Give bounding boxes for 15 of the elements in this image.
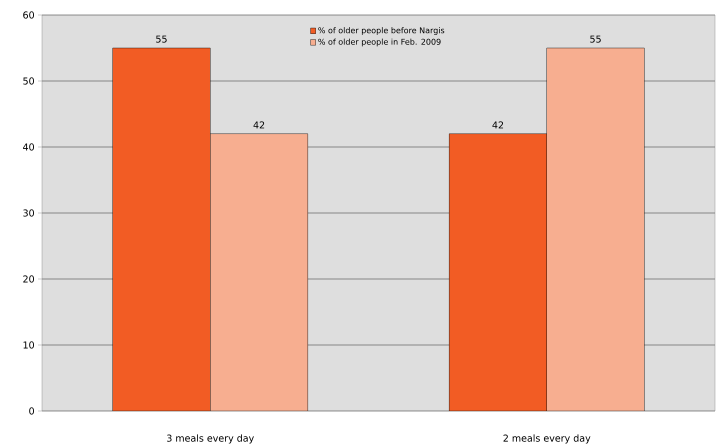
legend-label: % of older people in Feb. 2009 bbox=[318, 38, 441, 46]
x-tick-label: 2 meals every day bbox=[503, 434, 590, 444]
y-tick-label: 40 bbox=[23, 143, 34, 151]
x-tick-label: 3 meals every day bbox=[167, 434, 254, 444]
legend-label: % of older people before Nargis bbox=[318, 27, 444, 35]
y-tick-label: 60 bbox=[23, 11, 34, 19]
y-tick-label: 20 bbox=[23, 275, 34, 283]
y-tick-label: 50 bbox=[23, 77, 34, 85]
y-tick-label: 10 bbox=[24, 341, 34, 349]
data-label: 42 bbox=[492, 121, 504, 128]
data-label: 55 bbox=[590, 36, 601, 43]
data-label: 42 bbox=[253, 121, 264, 128]
y-tick-label: 30 bbox=[23, 209, 34, 217]
data-label: 55 bbox=[156, 36, 167, 43]
y-tick-label: 0 bbox=[29, 407, 34, 415]
